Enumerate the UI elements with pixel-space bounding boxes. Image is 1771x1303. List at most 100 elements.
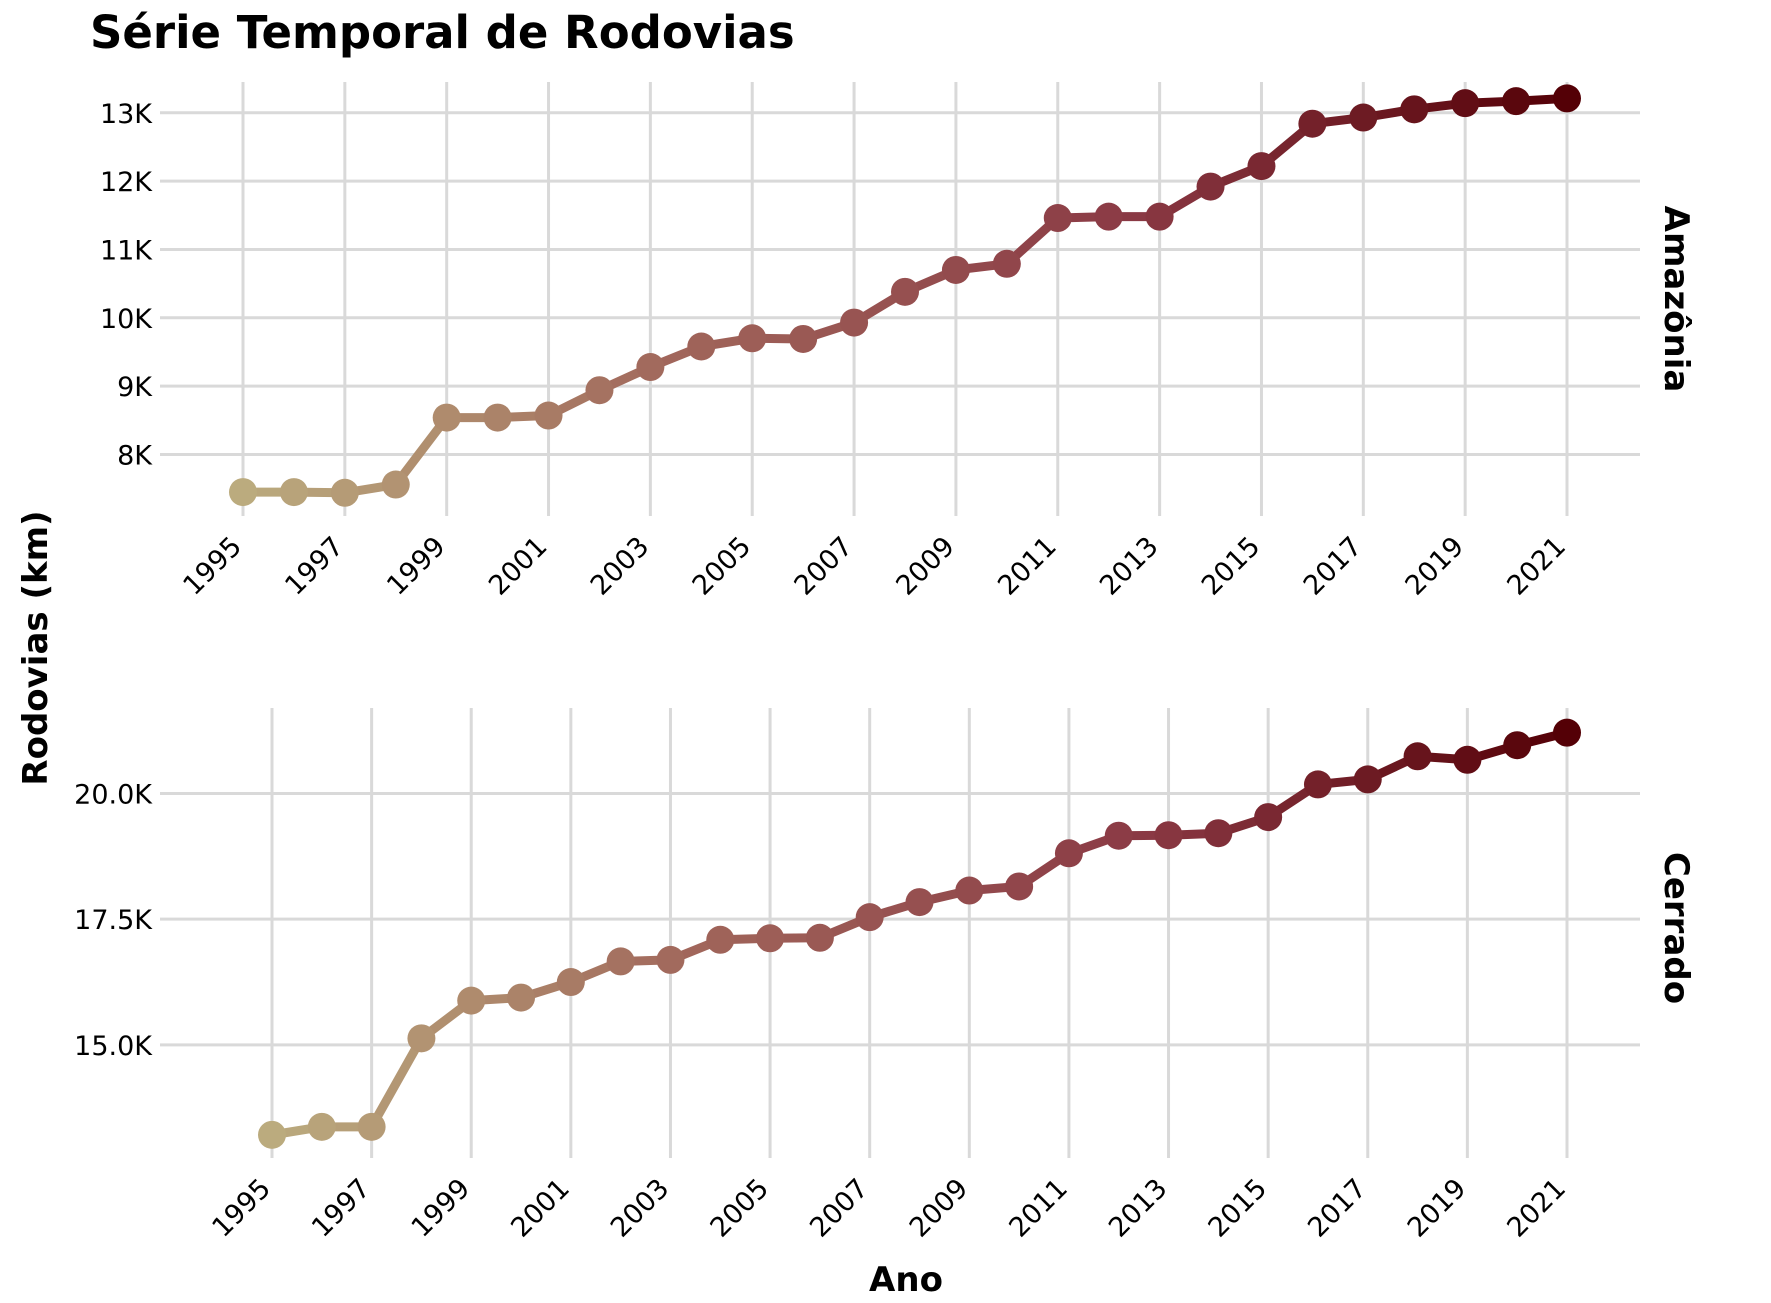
data-point bbox=[1104, 821, 1133, 850]
data-point bbox=[941, 255, 970, 284]
series-line-segment bbox=[391, 413, 452, 490]
data-point bbox=[905, 888, 934, 917]
data-point bbox=[1005, 872, 1034, 901]
data-point bbox=[756, 924, 785, 953]
x-tick-label: 2013 bbox=[1094, 531, 1165, 602]
y-tick-label: 15.0K bbox=[74, 1031, 153, 1062]
data-point bbox=[1094, 202, 1123, 231]
chart-title: Série Temporal de Rodovias bbox=[90, 6, 795, 59]
y-tick-label: 10K bbox=[100, 304, 153, 335]
x-tick-label: 2019 bbox=[1402, 1173, 1473, 1244]
data-point bbox=[1451, 89, 1480, 118]
data-point bbox=[738, 324, 767, 353]
data-point bbox=[706, 925, 735, 954]
x-tick-label: 2007 bbox=[804, 1173, 875, 1244]
data-point bbox=[855, 903, 884, 932]
data-point bbox=[330, 478, 359, 507]
x-tick-label: 2017 bbox=[1302, 1173, 1373, 1244]
facets-group: 1995 1997 1999 2001 2003 2005 2007 2009 2011 2013… bbox=[74, 82, 1696, 1244]
x-tick-label: 2005 bbox=[687, 531, 758, 602]
x-tick-label: 2009 bbox=[890, 531, 961, 602]
data-point bbox=[357, 1112, 386, 1141]
data-point bbox=[805, 923, 834, 952]
facet-label: Amazônia bbox=[1656, 206, 1696, 393]
data-point bbox=[1054, 839, 1083, 868]
y-tick-label: 17.5K bbox=[74, 905, 153, 936]
data-point bbox=[1403, 742, 1432, 771]
x-axis-title: Ano bbox=[869, 1260, 943, 1299]
y-tick-label: 20.0K bbox=[74, 779, 153, 810]
data-point bbox=[1349, 103, 1378, 132]
data-point bbox=[307, 1112, 336, 1141]
x-tick-label: 2009 bbox=[904, 1173, 975, 1244]
data-point bbox=[432, 403, 461, 432]
data-point bbox=[992, 249, 1021, 278]
data-point bbox=[279, 478, 308, 507]
data-point bbox=[556, 968, 585, 997]
x-tick-label: 2017 bbox=[1298, 531, 1369, 602]
data-point bbox=[636, 353, 665, 382]
data-point bbox=[1196, 172, 1225, 201]
data-point bbox=[606, 947, 635, 976]
data-point bbox=[407, 1024, 436, 1053]
x-tick-label: 2021 bbox=[1501, 1173, 1572, 1244]
x-tick-label: 2015 bbox=[1203, 1173, 1274, 1244]
data-point bbox=[507, 983, 536, 1012]
data-point bbox=[789, 324, 818, 353]
y-tick-label: 12K bbox=[100, 167, 153, 198]
data-point bbox=[457, 986, 486, 1015]
y-tick-label: 11K bbox=[100, 235, 153, 266]
x-tick-label: 2001 bbox=[483, 531, 554, 602]
data-point bbox=[955, 876, 984, 905]
data-point bbox=[1204, 819, 1233, 848]
x-tick-label: 2003 bbox=[585, 531, 656, 602]
y-tick-label: 8K bbox=[117, 440, 153, 471]
data-point bbox=[1145, 202, 1174, 231]
x-tick-label: 1997 bbox=[279, 531, 350, 602]
x-tick-label: 2007 bbox=[789, 531, 860, 602]
y-tick-label: 9K bbox=[117, 372, 153, 403]
series-line-segment bbox=[367, 1033, 426, 1132]
x-tick-label: 1995 bbox=[206, 1173, 277, 1244]
x-tick-label: 2019 bbox=[1400, 531, 1471, 602]
data-point bbox=[891, 277, 919, 306]
data-point bbox=[258, 1120, 286, 1149]
data-point bbox=[1043, 204, 1072, 233]
x-tick-label: 2001 bbox=[505, 1173, 576, 1244]
x-tick-label: 2003 bbox=[605, 1173, 676, 1244]
data-point bbox=[1298, 109, 1327, 138]
data-point bbox=[1254, 803, 1283, 832]
data-point bbox=[840, 308, 869, 337]
facet-amazonia: 1995 1997 1999 2001 2003 2005 2007 2009 2011 2013… bbox=[100, 82, 1696, 602]
y-tick-label: 13K bbox=[100, 99, 153, 130]
x-tick-label: 2005 bbox=[705, 1173, 776, 1244]
data-point bbox=[1247, 152, 1276, 181]
data-point bbox=[585, 376, 614, 405]
x-tick-label: 1999 bbox=[381, 531, 452, 602]
x-tick-label: 1997 bbox=[306, 1173, 377, 1244]
data-point bbox=[1154, 821, 1183, 850]
data-point bbox=[1503, 731, 1532, 760]
data-point bbox=[1553, 718, 1581, 747]
data-point bbox=[687, 332, 716, 361]
data-point bbox=[1400, 95, 1429, 124]
x-tick-label: 2015 bbox=[1196, 531, 1267, 602]
y-axis-title: Rodovias (km) bbox=[16, 510, 56, 785]
x-tick-label: 2011 bbox=[992, 531, 1063, 602]
data-point bbox=[534, 401, 563, 430]
data-point bbox=[656, 945, 685, 974]
data-point bbox=[1502, 87, 1531, 116]
x-tick-label: 2011 bbox=[1003, 1173, 1074, 1244]
data-point bbox=[1353, 765, 1382, 794]
data-point bbox=[1303, 770, 1332, 799]
data-point bbox=[381, 470, 410, 499]
x-tick-label: 1995 bbox=[177, 531, 248, 602]
data-point bbox=[229, 478, 257, 507]
data-point bbox=[1553, 84, 1581, 113]
data-point bbox=[1453, 745, 1482, 774]
x-tick-label: 1999 bbox=[406, 1173, 477, 1244]
data-point bbox=[483, 403, 512, 432]
facet-cerrado: 1995 1997 1999 2001 2003 2005 2007 2009 2011 2013… bbox=[74, 708, 1696, 1244]
